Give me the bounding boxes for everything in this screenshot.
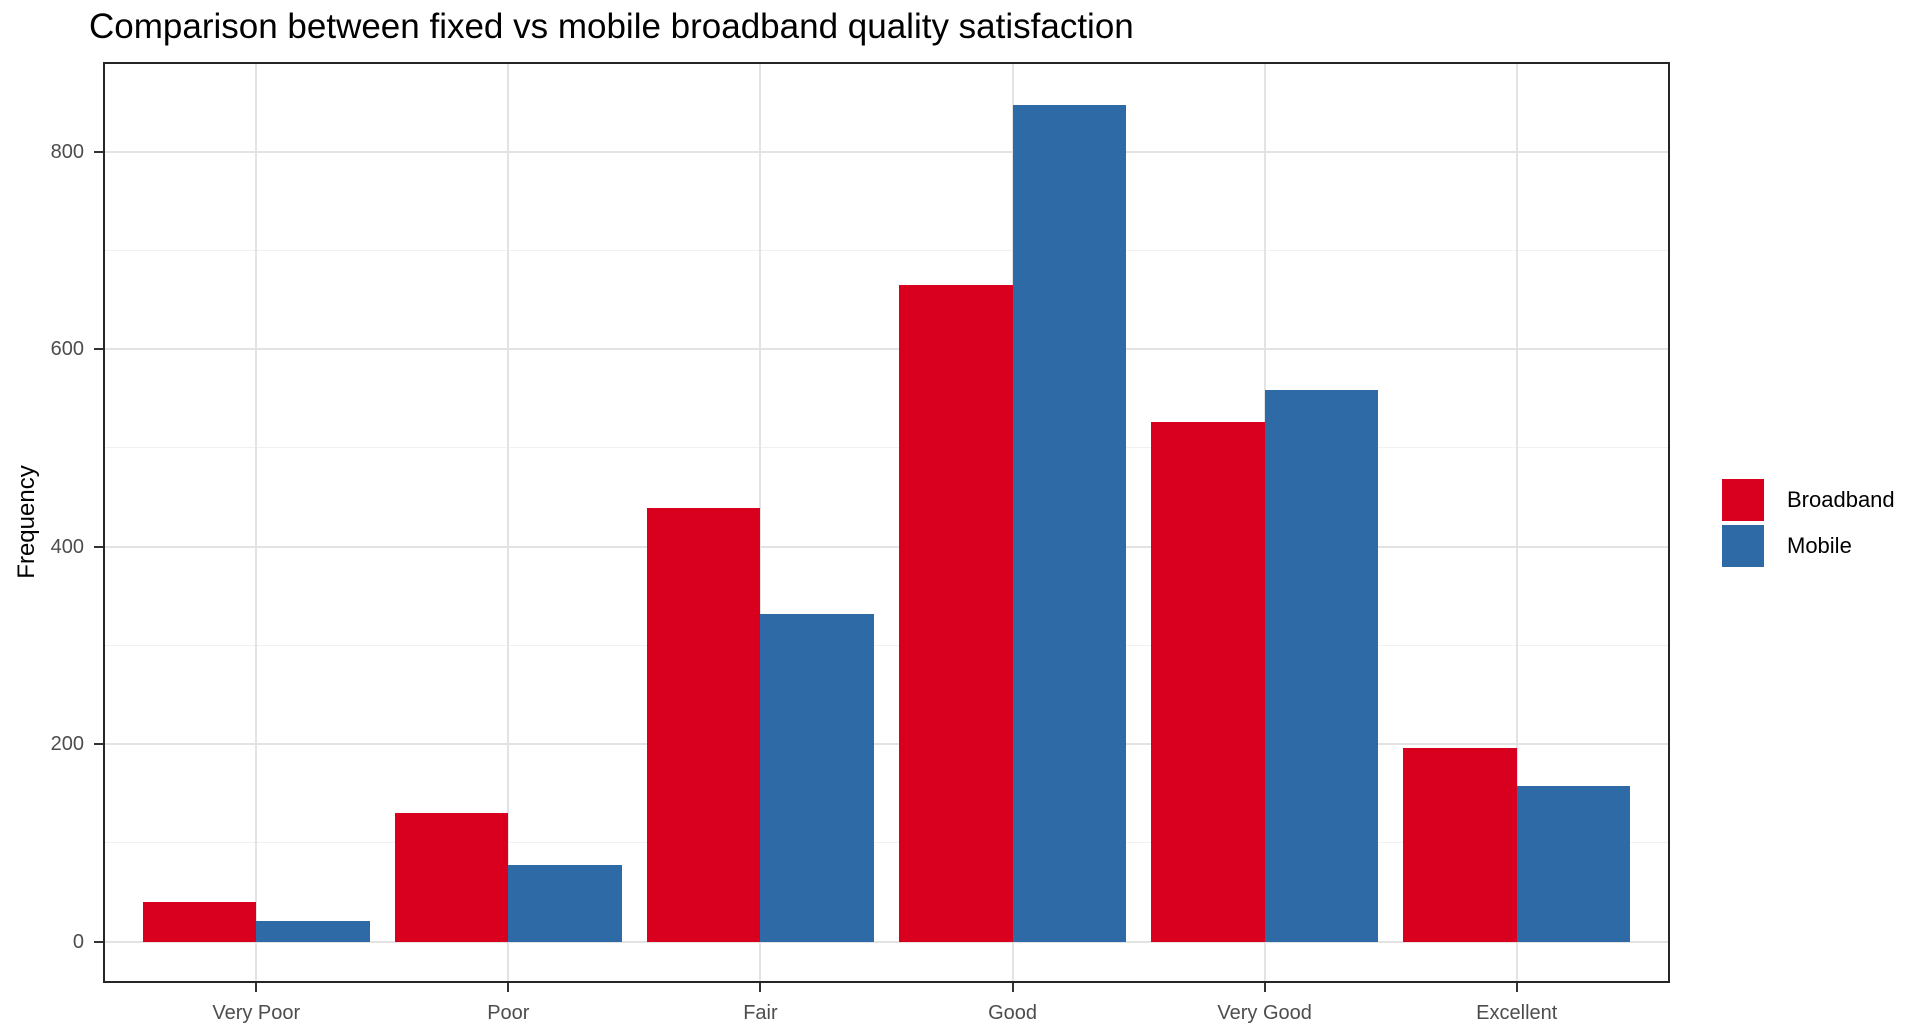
gridline-horizontal-major [105,545,1668,548]
y-tick-label: 800 [50,140,84,163]
x-axis-tick [507,983,510,992]
plot-panel [103,62,1670,983]
y-axis-tick [94,348,103,351]
bar-broadband-very-good [1151,422,1265,942]
y-axis-tick [94,150,103,153]
y-axis-tick [94,743,103,746]
chart-title: Comparison between fixed vs mobile broad… [89,7,1134,46]
x-axis-tick [1515,983,1518,992]
legend-label-mobile: Mobile [1787,533,1852,558]
y-tick-label: 200 [50,733,84,756]
x-tick-label-poor: Poor [487,1002,530,1024]
bar-broadband-good [899,285,1013,942]
y-axis-tick [94,940,103,943]
x-axis-tick [1011,983,1014,992]
legend: Broadband Mobile [1722,479,1895,571]
gridline-vertical-very-poor [255,64,258,981]
x-axis-tick [759,983,762,992]
gridline-vertical-excellent [1515,64,1518,981]
legend-label-broadband: Broadband [1787,487,1895,512]
bar-mobile-very-good [1264,389,1379,942]
y-axis-title: Frequency [13,465,40,579]
legend-swatch-mobile [1722,525,1764,567]
x-axis-tick [1263,983,1266,992]
x-tick-label-excellent: Excellent [1476,1002,1558,1024]
x-axis-tick [255,983,258,992]
gridline-vertical-fair [759,64,762,981]
gridline-horizontal-major [105,743,1668,746]
gridline-horizontal-minor [105,644,1668,646]
y-axis-tick [94,545,103,548]
gridline-horizontal-major [105,940,1668,943]
bar-mobile-poor [508,864,622,942]
gridline-horizontal-minor [105,250,1668,252]
y-tick-label: 0 [72,930,84,953]
bar-mobile-good [1012,105,1126,942]
bar-mobile-excellent [1516,785,1631,942]
x-tick-label-good: Good [988,1002,1038,1024]
gridline-horizontal-minor [105,447,1668,449]
gridline-horizontal-major [105,150,1668,153]
bar-broadband-very-poor [142,902,257,942]
gridline-vertical-poor [507,64,510,981]
x-tick-label-fair: Fair [743,1002,778,1024]
bar-broadband-excellent [1403,748,1517,942]
x-tick-label-very-good: Very Good [1217,1002,1312,1024]
gridline-horizontal-minor [105,842,1668,844]
bar-broadband-poor [394,813,509,942]
bar-mobile-fair [760,613,874,942]
gridline-horizontal-major [105,348,1668,351]
bar-mobile-very-poor [256,920,370,942]
bar-broadband-fair [647,508,761,942]
legend-swatch-broadband [1722,479,1764,521]
legend-item-mobile: Mobile [1722,525,1895,567]
y-tick-label: 400 [50,535,84,558]
legend-item-broadband: Broadband [1722,479,1895,521]
x-tick-label-very-poor: Very Poor [212,1002,301,1024]
y-tick-label: 600 [50,338,84,361]
